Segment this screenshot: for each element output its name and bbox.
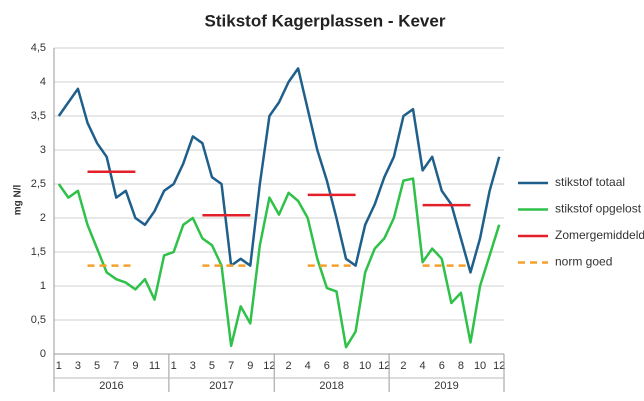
x-tick-label: 1: [171, 360, 177, 372]
x-tick-label: 6: [439, 360, 445, 372]
series-line: [57, 177, 501, 349]
y-tick-label: 4: [40, 76, 46, 88]
legend-label: Zomergemiddelde: [555, 228, 644, 242]
x-tick-label: 4: [420, 360, 426, 372]
x-tick-label: 7: [228, 360, 234, 372]
legend-label: stikstof totaal: [555, 175, 625, 189]
y-tick-label: 1,5: [31, 246, 46, 258]
x-tick-label: 2: [286, 360, 292, 372]
chart-title: Stikstof Kagerplassen - Kever: [205, 11, 446, 30]
y-tick-label: 3: [40, 144, 46, 156]
x-tick-label: 5: [209, 360, 215, 372]
y-tick-label: 0,5: [31, 314, 46, 326]
x-tick-label: 10: [474, 360, 486, 372]
x-tick-label: 10: [359, 360, 371, 372]
x-tick-label: 4: [305, 360, 311, 372]
legend-label: norm goed: [555, 255, 612, 269]
x-tick-label: 3: [75, 360, 81, 372]
y-tick-label: 2,5: [31, 178, 46, 190]
series-line: [87, 170, 471, 217]
series-line: [57, 67, 501, 274]
x-tick-label: 3: [190, 360, 196, 372]
x-group-label: 2017: [209, 380, 233, 392]
x-tick-label: 7: [113, 360, 119, 372]
y-tick-label: 0: [40, 348, 46, 360]
x-tick-label: 11: [149, 360, 160, 372]
y-tick-label: 1: [40, 280, 46, 292]
x-tick-label: 6: [324, 360, 330, 372]
x-tick-label: 1: [56, 360, 62, 372]
x-group-label: 2016: [99, 380, 123, 392]
x-tick-label: 12: [263, 360, 275, 372]
y-tick-label: 2: [40, 212, 46, 224]
x-tick-label: 9: [247, 360, 253, 372]
x-tick-label: 2: [400, 360, 406, 372]
x-tick-label: 12: [493, 360, 505, 372]
x-tick-label: 12: [378, 360, 390, 372]
x-group-label: 2019: [434, 380, 458, 392]
x-tick-label: 5: [94, 360, 100, 372]
y-tick-label: 3,5: [31, 110, 46, 122]
y-axis-label: mg N/l: [13, 185, 24, 216]
y-tick-label: 4,5: [31, 42, 46, 54]
x-tick-label: 8: [343, 360, 349, 372]
x-group-label: 2018: [319, 380, 343, 392]
x-tick-label: 8: [458, 360, 464, 372]
legend-label: stikstof opgelost: [555, 202, 642, 216]
x-tick-label: 9: [132, 360, 138, 372]
